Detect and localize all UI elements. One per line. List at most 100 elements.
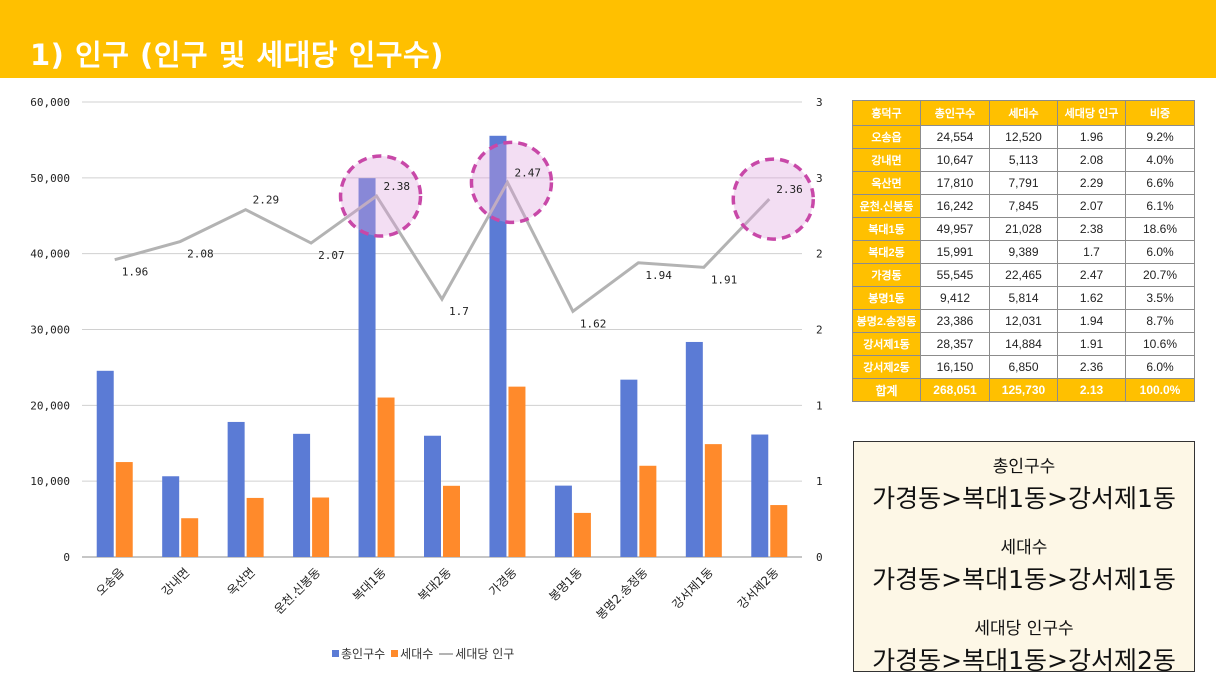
table-cell: 9,412 [920,286,990,310]
bar-population [293,433,311,557]
table-cell: 10,647 [920,148,990,172]
highlight-circle [469,140,554,225]
y-left-tick-label: 30,000 [30,324,70,337]
table-row-header: 옥산면 [852,171,921,195]
table-cell: 1.96 [1057,125,1126,149]
table-header-row: 흥덕구 총인구수 세대수 세대당 인구 비중 [852,100,1195,126]
table-cell: 1.94 [1057,309,1126,333]
page-title: 1) 인구 (인구 및 세대당 인구수) [30,38,444,72]
line-data-label: 1.7 [449,305,469,318]
legend-swatch-population [332,650,339,657]
summary-population-rank: 가경동>복대1동>강서제1동 [872,484,1176,513]
bar-households [770,505,788,557]
bar-population [162,476,180,557]
table-cell: 6,850 [989,355,1058,379]
table-cell: 2.13 [1057,378,1126,402]
y-right-tick-label: 1 [816,399,823,412]
legend-swatch-per-household [439,652,454,655]
bar-population [685,341,703,557]
table-cell: 23,386 [920,309,990,333]
y-left-tick-label: 60,000 [30,96,70,109]
x-category-label: 가경동 [486,565,519,598]
y-right-tick-label: 1 [816,475,823,488]
table-row: 봉명1동 9,412 5,814 1.62 3.5% [852,286,1195,310]
table-cell: 2.38 [1057,217,1126,241]
summary-population-label: 총인구수 [992,457,1056,477]
table-cell: 2.36 [1057,355,1126,379]
table-row: 복대2동 15,991 9,389 1.7 6.0% [852,240,1195,264]
y-left-tick-label: 50,000 [30,172,70,185]
table-cell: 125,730 [989,378,1058,402]
table-cell: 2.29 [1057,171,1126,195]
bar-population [489,135,507,557]
table-row-header: 합계 [852,378,921,402]
table-row-header: 오송읍 [852,125,921,149]
table-cell: 55,545 [920,263,990,287]
table-body: 오송읍 24,554 12,520 1.96 9.2% 강내면 10,647 5,113 2.0… [852,125,1195,402]
table-cell: 12,031 [989,309,1058,333]
summary-households-rank: 가경동>복대1동>강서제1동 [872,565,1176,594]
line-data-label: 1.62 [580,317,607,330]
table-cell: 18.6% [1125,217,1195,241]
x-category-label: 봉명1동 [546,565,585,604]
table-cell: 22,465 [989,263,1058,287]
legend-swatch-households [391,650,399,657]
legend-item-per-household: 세대당 인구 [439,645,514,662]
bar-population [424,435,441,557]
bar-households [377,397,395,557]
bar-population [96,370,114,557]
y-right-tick-label: 2 [816,248,823,261]
bar-population [620,379,638,557]
table-row-header: 강서제2동 [852,355,921,379]
table-cell: 16,242 [920,194,990,218]
x-category-label: 오송읍 [94,565,127,598]
highlight-circle [338,154,423,238]
y-left-tick-label: 0 [63,551,70,564]
bar-households [704,444,722,557]
table-cell: 12,520 [989,125,1058,149]
table-row-header: 가경동 [852,263,921,287]
table-cell: 28,357 [920,332,990,356]
x-category-label: 강서제1동 [669,565,716,612]
table-cell: 100.0% [1125,378,1195,402]
table-cell: 9,389 [989,240,1058,264]
legend-label-per-household: 세대당 인구 [455,647,515,661]
population-table: 흥덕구 총인구수 세대수 세대당 인구 비중 오송읍 24,554 12,520 1.… [852,100,1195,402]
table-row: 오송읍 24,554 12,520 1.96 9.2% [852,125,1195,149]
line-data-label: 2.38 [384,180,411,193]
summary-box: 총인구수 가경동>복대1동>강서제1동 세대수 가경동>복대1동>강서제1동 세… [853,441,1195,675]
y-right-tick-label: 2 [816,324,823,337]
bar-population [554,485,572,557]
table-header-cell: 비중 [1125,100,1195,126]
y-right-tick-label: 3 [816,172,823,185]
table-cell: 3.5% [1125,286,1195,310]
table-cell: 8.7% [1125,309,1195,333]
bar-households [312,497,330,557]
table-cell: 5,113 [989,148,1058,172]
y-left-tick-label: 10,000 [30,475,70,488]
table-row: 봉명2.송정동 23,386 12,031 1.94 8.7% [852,309,1195,333]
x-category-label: 강서제2동 [735,565,782,612]
table-row: 가경동 55,545 22,465 2.47 20.7% [852,263,1195,287]
title-bar: 1) 인구 (인구 및 세대당 인구수) [0,0,1216,78]
table-cell: 21,028 [989,217,1058,241]
table-cell: 2.08 [1057,148,1126,172]
x-category-label: 복대2동 [415,565,454,604]
y-right-tick-label: 3 [816,96,823,109]
table-cell: 2.07 [1057,194,1126,218]
table-row: 옥산면 17,810 7,791 2.29 6.6% [852,171,1195,195]
line-data-label: 2.07 [318,249,345,262]
table-cell: 6.1% [1125,194,1195,218]
y-left-tick-label: 40,000 [30,248,70,261]
table-row: 강내면 10,647 5,113 2.08 4.0% [852,148,1195,172]
line-data-label: 2.47 [514,166,541,179]
table-cell: 1.7 [1057,240,1126,264]
line-data-label: 1.91 [711,273,738,286]
table-row: 운천.신봉동 16,242 7,845 2.07 6.1% [852,194,1195,218]
table-cell: 10.6% [1125,332,1195,356]
y-right-tick-label: 0 [816,551,823,564]
line-data-label: 2.08 [187,248,214,261]
x-category-label: 복대1동 [350,565,389,604]
table-cell: 6.0% [1125,240,1195,264]
summary-per-household-label: 세대당 인구수 [974,619,1074,639]
